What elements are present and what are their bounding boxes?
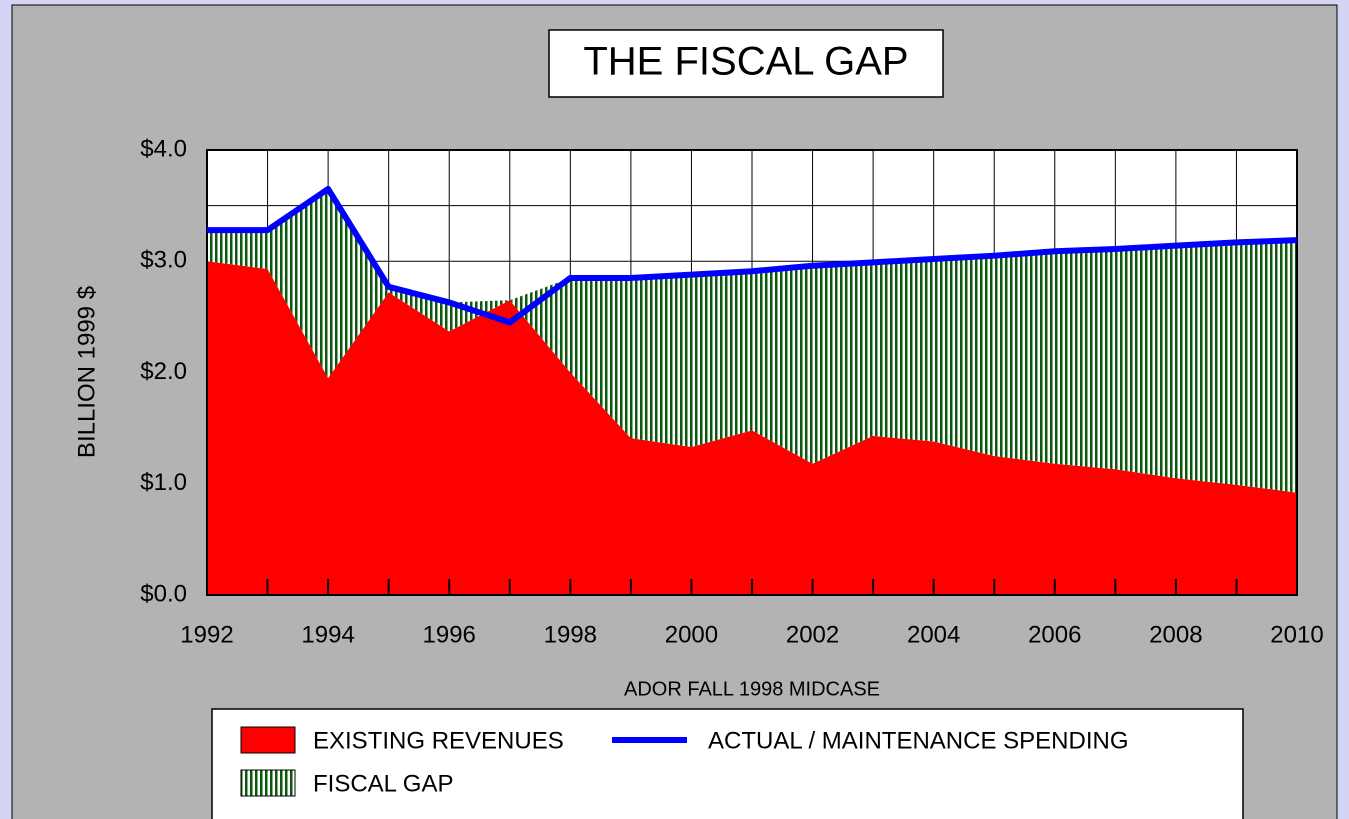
legend-label: ACTUAL / MAINTENANCE SPENDING (708, 727, 1129, 754)
legend-swatch (240, 726, 296, 754)
x-tick-label: 2008 (1149, 621, 1202, 648)
x-tick-label: 2006 (1028, 621, 1081, 648)
legend-label: EXISTING REVENUES (313, 727, 564, 754)
line (207, 185, 1298, 326)
x-tick-label: 2010 (1270, 621, 1323, 648)
title-box (548, 29, 944, 98)
legend-label: FISCAL GAP (313, 770, 453, 797)
y-axis-label: BILLION 1999 $ (73, 286, 100, 458)
x-tick-label: 1992 (180, 621, 233, 648)
plot-frame (206, 149, 1298, 596)
y-tick-label: $2.0 (140, 358, 187, 385)
x-tick-label: 1996 (423, 621, 476, 648)
y-tick-label: $3.0 (140, 247, 187, 274)
x-axis-label: ADOR FALL 1998 MIDCASE (624, 678, 880, 700)
y-tick-label: $4.0 (140, 135, 187, 162)
x-tick-label: 2000 (665, 621, 718, 648)
hatched-area (207, 188, 1297, 493)
y-tick-label: $0.0 (140, 580, 187, 607)
y-tick-label: $1.0 (140, 469, 187, 496)
x-tick-label: 1998 (544, 621, 597, 648)
legend-box (211, 708, 1244, 819)
x-tick-label: 2004 (907, 621, 960, 648)
x-tick-label: 1994 (301, 621, 354, 648)
x-tick-label: 2002 (786, 621, 839, 648)
area (207, 261, 1297, 595)
legend-swatch (240, 769, 296, 797)
chart-title: THE FISCAL GAP (583, 40, 908, 84)
